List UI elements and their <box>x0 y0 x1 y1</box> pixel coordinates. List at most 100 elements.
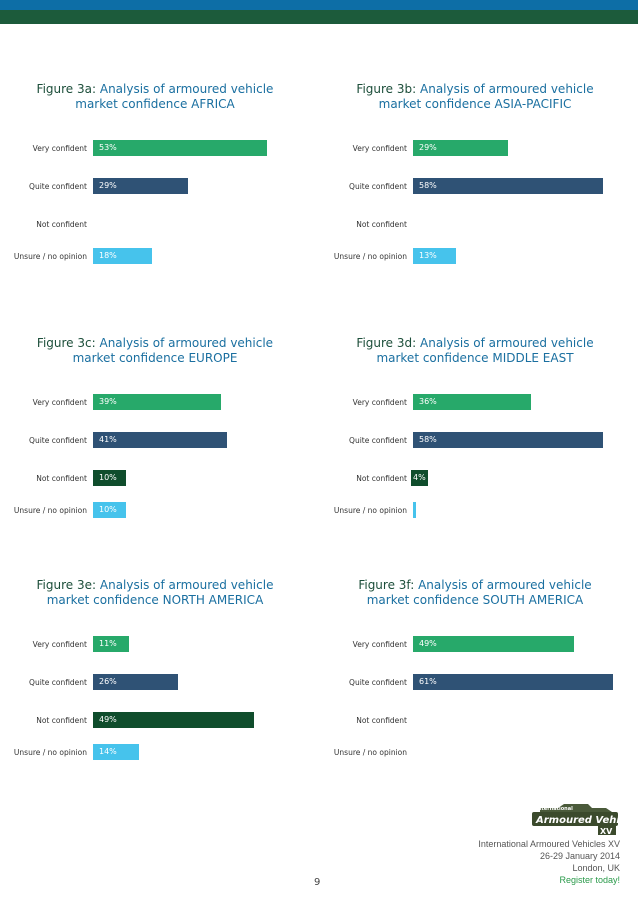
data-label: 41% <box>99 435 117 444</box>
chart-title-lead: Figure 3b: <box>356 82 417 96</box>
bar-quite-confident <box>93 432 227 448</box>
category-label: Not confident <box>36 220 87 229</box>
category-label: Unsure / no opinion <box>13 506 87 515</box>
chart-title-line1: Analysis of armoured vehicle <box>99 336 274 350</box>
chart-title-lead: Figure 3d: <box>356 336 417 350</box>
bar-quite-confident <box>413 178 603 194</box>
bar-very-confident <box>413 140 508 156</box>
footer-event-name: International Armoured Vehicles XV <box>478 839 620 849</box>
bar-unsure <box>93 248 152 264</box>
category-label: Not confident <box>36 474 87 483</box>
data-label: 13% <box>419 251 437 260</box>
data-label: 36% <box>419 397 437 406</box>
chart-title-lead: Figure 3a: <box>36 82 97 96</box>
chart-figure-3f: Figure 3f: Analysis of armoured vehicle m… <box>325 578 625 788</box>
chart-figure-3a: Figure 3a: Analysis of armoured vehicle m… <box>5 82 305 292</box>
bar-quite-confident <box>413 432 603 448</box>
data-label: 18% <box>99 251 117 260</box>
logo-text-main: Armoured Vehicles <box>535 815 622 826</box>
logo-text-edition: XV <box>600 827 613 836</box>
bar-quite-confident <box>413 674 613 690</box>
event-logo: International Armoured Vehicles XV <box>532 804 622 836</box>
logo-text-international: International <box>536 806 573 812</box>
chart-title-line1: Analysis of armoured vehicle <box>420 82 594 96</box>
chart-title-line1: Analysis of armoured vehicle <box>99 578 274 592</box>
chart-figure-3d: Figure 3d: Analysis of armoured vehicle m… <box>325 336 625 546</box>
category-label: Not confident <box>356 716 407 725</box>
category-label: Very confident <box>32 398 87 407</box>
data-label: 49% <box>419 639 437 648</box>
footer-event-info: International Armoured Vehicles XV 26-29… <box>478 838 620 886</box>
data-label: 11% <box>99 639 117 648</box>
bar-very-confident <box>93 140 267 156</box>
bar-unsure <box>413 248 456 264</box>
data-label: 49% <box>99 715 117 724</box>
chart-title-line1: Analysis of armoured vehicle <box>99 82 274 96</box>
register-link[interactable]: Register today! <box>559 875 620 885</box>
data-label: 29% <box>99 181 117 190</box>
chart-title: Figure 3d: Analysis of armoured vehicle m… <box>325 336 625 366</box>
chart-title: Figure 3f: Analysis of armoured vehicle m… <box>325 578 625 608</box>
chart-title-line2: market confidence SOUTH AMERICA <box>366 593 584 607</box>
category-label: Very confident <box>352 640 407 649</box>
chart-title-line2: market confidence ASIA-PACIFIC <box>378 97 572 111</box>
category-label: Not confident <box>356 220 407 229</box>
bar-quite-confident <box>93 674 178 690</box>
header-band-green <box>0 10 638 24</box>
data-label: 58% <box>419 435 437 444</box>
footer-event-location: London, UK <box>572 863 620 873</box>
category-label: Very confident <box>32 144 87 153</box>
data-label: 26% <box>99 677 117 686</box>
bar-very-confident <box>413 636 574 652</box>
category-label: Quite confident <box>29 182 87 191</box>
chart-title-lead: Figure 3c: <box>36 336 96 350</box>
data-label: 4% <box>411 470 428 486</box>
category-label: Unsure / no opinion <box>333 252 407 261</box>
bar-very-confident <box>93 394 221 410</box>
data-label: 39% <box>99 397 117 406</box>
header-band-blue <box>0 0 638 10</box>
data-label: 58% <box>419 181 437 190</box>
chart-figure-3e: Figure 3e: Analysis of armoured vehicle m… <box>5 578 305 788</box>
chart-title: Figure 3c: Analysis of armoured vehicle m… <box>5 336 305 366</box>
bar-very-confident <box>413 394 531 410</box>
data-label: 10% <box>99 505 117 514</box>
chart-title: Figure 3b: Analysis of armoured vehicle m… <box>325 82 625 112</box>
bar-not-confident <box>93 712 254 728</box>
chart-title-lead: Figure 3f: <box>358 578 415 592</box>
data-label: 14% <box>99 747 117 756</box>
category-label: Unsure / no opinion <box>333 506 407 515</box>
bar-unsure <box>93 744 139 760</box>
category-label: Quite confident <box>349 436 407 445</box>
category-label: Unsure / no opinion <box>333 748 407 757</box>
data-label: 10% <box>99 473 117 482</box>
data-label: 61% <box>419 677 437 686</box>
chart-title-line1: Analysis of armoured vehicle <box>420 336 594 350</box>
category-label: Unsure / no opinion <box>13 748 87 757</box>
chart-title-line2: market confidence AFRICA <box>75 97 235 111</box>
data-label: 29% <box>419 143 437 152</box>
footer-event-dates: 26-29 January 2014 <box>539 851 620 861</box>
category-label: Very confident <box>352 144 407 153</box>
category-label: Quite confident <box>349 678 407 687</box>
bar-unsure <box>413 502 416 518</box>
category-label: Unsure / no opinion <box>13 252 87 261</box>
logo-edition-box <box>598 826 616 835</box>
category-label: Not confident <box>356 474 407 483</box>
bar-quite-confident <box>93 178 188 194</box>
category-label: Quite confident <box>29 436 87 445</box>
bar-very-confident <box>93 636 129 652</box>
chart-title-lead: Figure 3e: <box>36 578 97 592</box>
chart-title-line2: market confidence EUROPE <box>72 351 238 365</box>
page-number: 9 <box>314 877 321 888</box>
chart-figure-3b: Figure 3b: Analysis of armoured vehicle m… <box>325 82 625 292</box>
category-label: Quite confident <box>29 678 87 687</box>
data-label: 53% <box>99 143 117 152</box>
chart-title: Figure 3e: Analysis of armoured vehicle m… <box>5 578 305 608</box>
logo-banner <box>532 812 618 826</box>
chart-title-line2: market confidence MIDDLE EAST <box>376 351 574 365</box>
chart-title-line1: Analysis of armoured vehicle <box>418 578 592 592</box>
chart-title: Figure 3a: Analysis of armoured vehicle m… <box>5 82 305 112</box>
chart-figure-3c: Figure 3c: Analysis of armoured vehicle m… <box>5 336 305 546</box>
category-label: Not confident <box>36 716 87 725</box>
